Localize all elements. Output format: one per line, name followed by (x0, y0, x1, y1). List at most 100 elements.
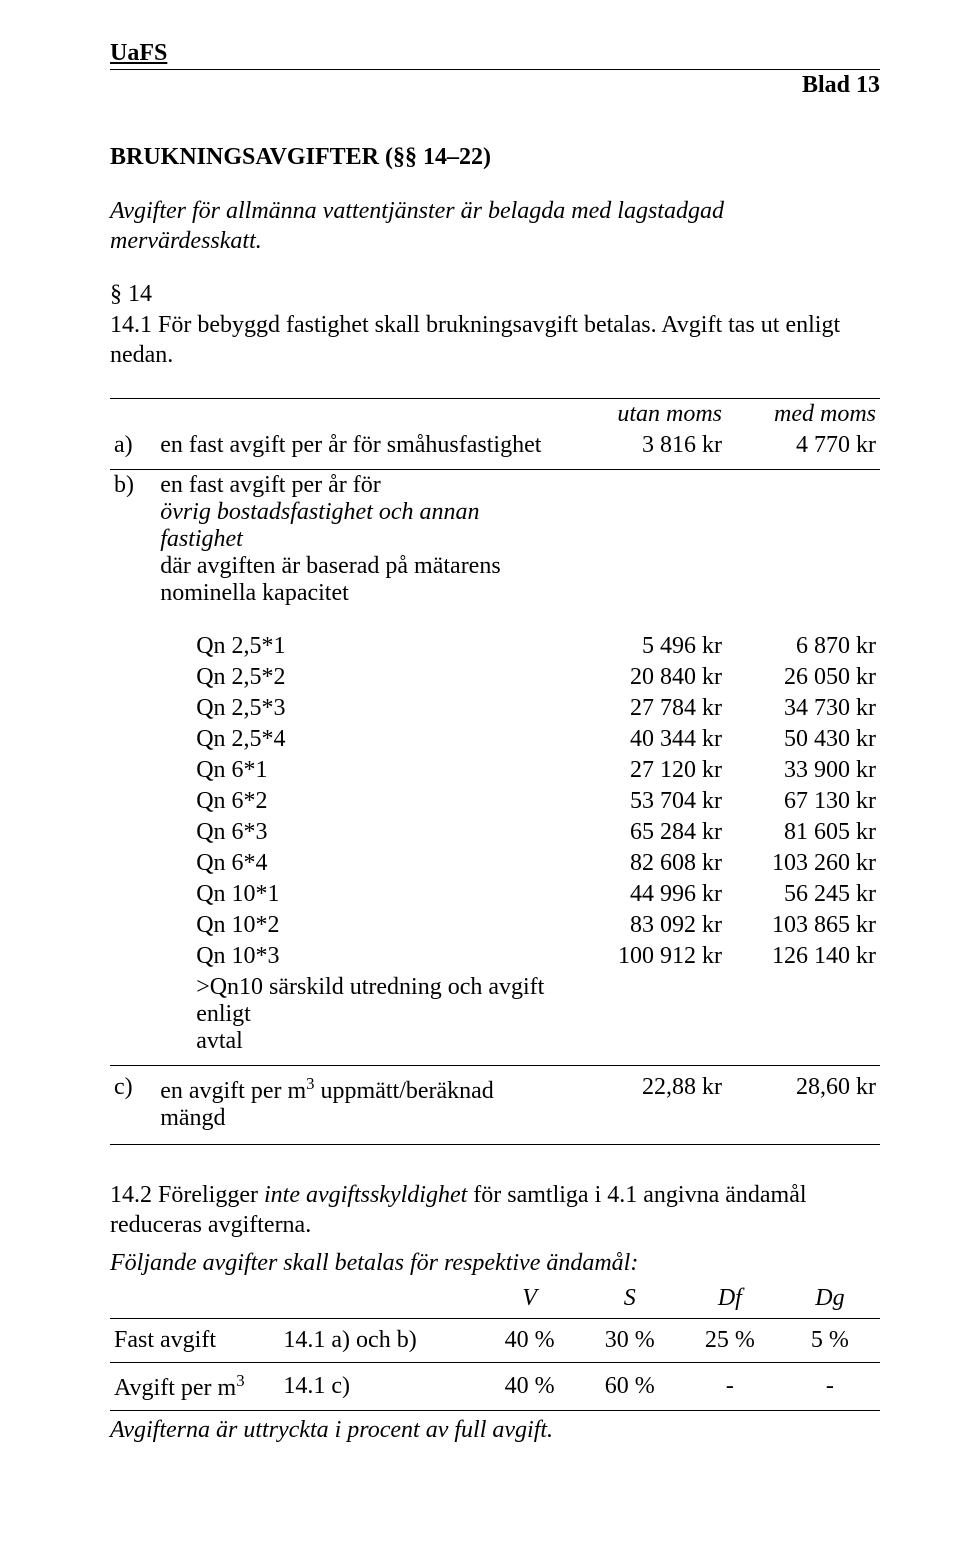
qn-med: 34 730 kr (726, 693, 880, 724)
vsdg-h-dg: Dg (780, 1281, 880, 1319)
header-uafs: UaFS (110, 40, 167, 66)
row-b-text-3: där avgiften är baserad på mätarens (160, 553, 501, 579)
qn-utan: 27 120 kr (572, 755, 726, 786)
qn-label: Qn 6*4 (156, 848, 572, 879)
vsdg-ref: 14.1 c) (279, 1363, 479, 1411)
qn-row: Qn 6*127 120 kr33 900 kr (110, 755, 880, 786)
qn-utan: 5 496 kr (572, 631, 726, 662)
qn-row: Qn 10*3100 912 kr126 140 kr (110, 941, 880, 972)
page: UaFS Blad 13 BRUKNINGSAVGIFTER (§§ 14–22… (0, 0, 960, 1504)
vsdg-s: 60 % (580, 1363, 680, 1411)
vsdg-header-row: V S Df Dg (110, 1281, 880, 1319)
qn-row: Qn 6*253 704 kr67 130 kr (110, 786, 880, 817)
qn-label: Qn 2,5*1 (156, 631, 572, 662)
row-a-utan: 3 816 kr (572, 430, 726, 461)
qn-utan: 40 344 kr (572, 724, 726, 755)
qn-row: Qn 2,5*327 784 kr34 730 kr (110, 693, 880, 724)
fee-row-b: b) en fast avgift per år för övrig bosta… (110, 470, 880, 610)
qn-row: Qn 10*144 996 kr56 245 kr (110, 879, 880, 910)
row-b-text-1: en fast avgift per år för (160, 472, 381, 498)
vsdg-label-sup: 3 (236, 1371, 244, 1390)
qn-label: Qn 10*3 (156, 941, 572, 972)
qn-utan: 82 608 kr (572, 848, 726, 879)
qn-med: 103 865 kr (726, 910, 880, 941)
qn-utan: 65 284 kr (572, 817, 726, 848)
qn-utan: 44 996 kr (572, 879, 726, 910)
paragraph-14-1: 14.1 För bebyggd fastighet skall bruknin… (110, 310, 880, 370)
header-blad: Blad 13 (110, 72, 880, 99)
qn-label: Qn 6*2 (156, 786, 572, 817)
qn-extra-2: avtal (196, 1028, 243, 1054)
qn-row: Qn 2,5*15 496 kr6 870 kr (110, 631, 880, 662)
footnote: Avgifterna är uttryckta i procent av ful… (110, 1417, 880, 1444)
qn-med: 26 050 kr (726, 662, 880, 693)
vsdg-h-v: V (480, 1281, 580, 1319)
row-c-letter: c) (110, 1066, 156, 1137)
col-med-moms: med moms (726, 399, 880, 431)
row-a-letter: a) (110, 430, 156, 461)
qn-utan: 100 912 kr (572, 941, 726, 972)
row-b-text-4: nominella kapacitet (160, 580, 349, 606)
qn-label: Qn 10*1 (156, 879, 572, 910)
vsdg-s: 30 % (580, 1319, 680, 1363)
fee-row-c: c) en avgift per m3 uppmätt/beräknad män… (110, 1066, 880, 1137)
vsdg-h-df: Df (680, 1281, 780, 1319)
qn-row: Qn 2,5*220 840 kr26 050 kr (110, 662, 880, 693)
qn-row: Qn 2,5*440 344 kr50 430 kr (110, 724, 880, 755)
qn-extra-1: >Qn10 särskild utredning och avgift enli… (196, 974, 544, 1027)
vsdg-label: Avgift per m3 (110, 1363, 279, 1411)
header-bar: UaFS (110, 40, 880, 70)
fee-table: utan moms med moms a) en fast avgift per… (110, 390, 880, 1145)
intro-text: Avgifter för allmänna vattentjänster är … (110, 196, 880, 256)
qn-med: 103 260 kr (726, 848, 880, 879)
vsdg-h-s: S (580, 1281, 680, 1319)
qn-utan: 27 784 kr (572, 693, 726, 724)
qn-row: Qn 10*283 092 kr103 865 kr (110, 910, 880, 941)
vsdg-df: 25 % (680, 1319, 780, 1363)
row-c-text-prefix: en avgift per m (160, 1078, 306, 1104)
paragraph-14-2: 14.2 Föreligger inte avgiftsskyldighet f… (110, 1180, 880, 1240)
qn-med: 126 140 kr (726, 941, 880, 972)
qn-label: Qn 2,5*2 (156, 662, 572, 693)
qn-label: Qn 6*3 (156, 817, 572, 848)
qn-med: 6 870 kr (726, 631, 880, 662)
fee-row-a: a) en fast avgift per år för småhusfasti… (110, 430, 880, 461)
vsdg-table: V S Df Dg Fast avgift 14.1 a) och b) 40 … (110, 1281, 880, 1411)
row-a-med: 4 770 kr (726, 430, 880, 461)
paragraph-14-num: § 14 (110, 281, 880, 308)
qn-row: Qn 6*482 608 kr103 260 kr (110, 848, 880, 879)
qn-label: Qn 10*2 (156, 910, 572, 941)
row-a-text: en fast avgift per år för småhusfastighe… (156, 430, 572, 461)
qn-extra-row: >Qn10 särskild utredning och avgift enli… (110, 972, 880, 1057)
section-title: BRUKNINGSAVGIFTER (§§ 14–22) (110, 144, 880, 171)
col-utan-moms: utan moms (572, 399, 726, 431)
qn-utan: 53 704 kr (572, 786, 726, 817)
p142-prefix: 14.2 Föreligger (110, 1182, 264, 1208)
vsdg-ref: 14.1 a) och b) (279, 1319, 479, 1363)
vsdg-v: 40 % (480, 1363, 580, 1411)
qn-label: Qn 6*1 (156, 755, 572, 786)
qn-utan: 83 092 kr (572, 910, 726, 941)
qn-utan: 20 840 kr (572, 662, 726, 693)
row-c-med: 28,60 kr (726, 1066, 880, 1137)
vsdg-label: Fast avgift (110, 1319, 279, 1363)
p142-em: inte avgiftsskyldighet (264, 1182, 467, 1208)
qn-med: 33 900 kr (726, 755, 880, 786)
row-c-text: en avgift per m3 uppmätt/beräknad mängd (156, 1066, 572, 1137)
vsdg-v: 40 % (480, 1319, 580, 1363)
row-c-utan: 22,88 kr (572, 1066, 726, 1137)
vsdg-dg: 5 % (780, 1319, 880, 1363)
fee-header-row: utan moms med moms (110, 399, 880, 431)
qn-label: Qn 2,5*3 (156, 693, 572, 724)
vsdg-row: Avgift per m3 14.1 c) 40 % 60 % - - (110, 1363, 880, 1411)
qn-med: 56 245 kr (726, 879, 880, 910)
row-b-letter: b) (110, 470, 156, 610)
vsdg-row: Fast avgift 14.1 a) och b) 40 % 30 % 25 … (110, 1319, 880, 1363)
qn-med: 67 130 kr (726, 786, 880, 817)
row-b-text-2: övrig bostadsfastighet och annan fastigh… (160, 499, 479, 552)
qn-label: Qn 2,5*4 (156, 724, 572, 755)
qn-med: 50 430 kr (726, 724, 880, 755)
qn-med: 81 605 kr (726, 817, 880, 848)
following-text: Följande avgifter skall betalas för resp… (110, 1250, 880, 1277)
qn-row: Qn 6*365 284 kr81 605 kr (110, 817, 880, 848)
